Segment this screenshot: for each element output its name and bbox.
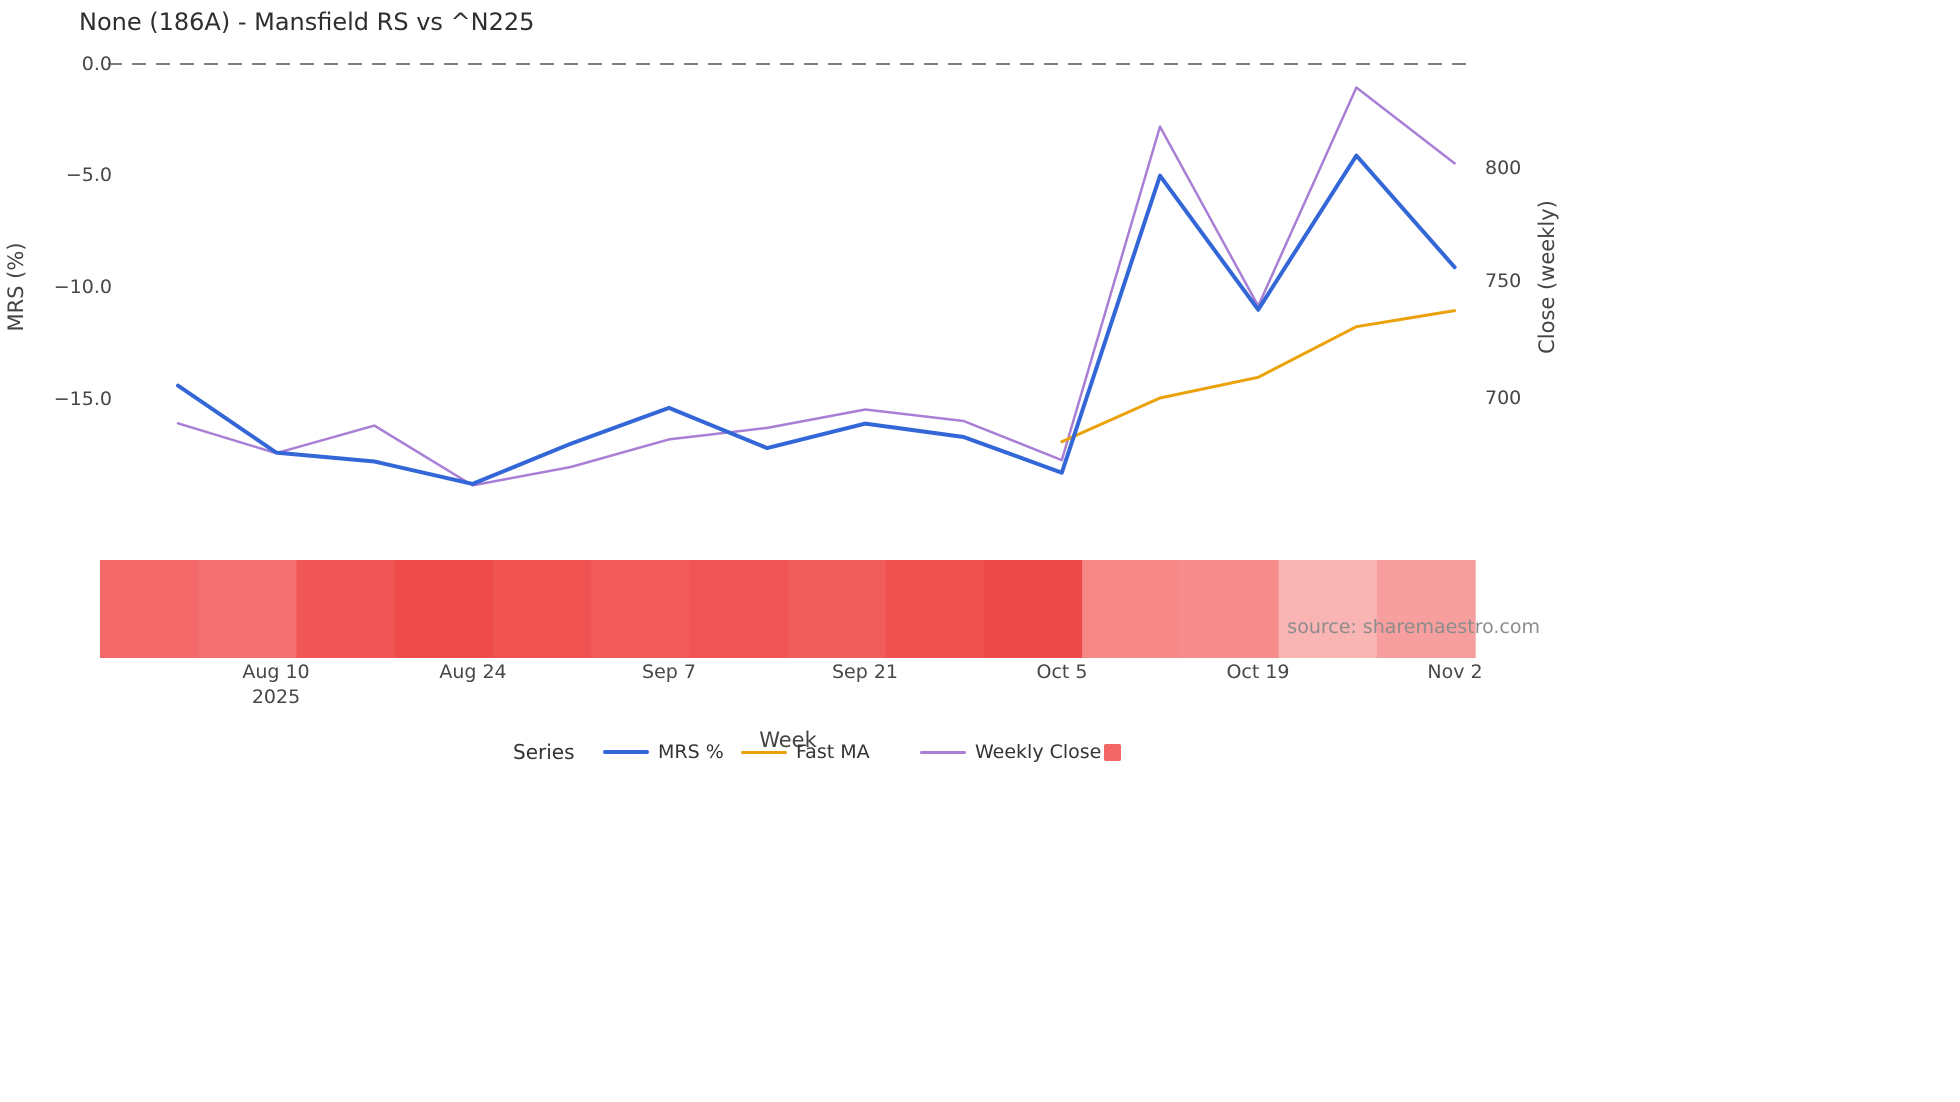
legend-item-weekly-close[interactable]: Weekly Close	[920, 741, 1101, 763]
heatmap-cell	[198, 560, 298, 658]
left-axis-tick: −5.0	[65, 164, 112, 186]
right-axis-tick: 700	[1485, 387, 1522, 409]
heatmap-cell	[100, 560, 199, 658]
source-annotation: source: sharemaestro.com	[1287, 616, 1540, 638]
legend-item-label: Weekly Close	[975, 741, 1102, 763]
x-axis-tick: Sep 21	[831, 661, 899, 683]
x-axis-tick: Aug 10	[242, 661, 310, 683]
x-axis-tick: Nov 2	[1427, 661, 1483, 683]
heatmap-cell	[1082, 560, 1181, 658]
heatmap-cell	[787, 560, 887, 658]
legend-title: Series	[513, 740, 575, 764]
heatmap-cell	[296, 560, 396, 658]
heatmap-cell	[1278, 560, 1378, 658]
right-axis-tick: 800	[1485, 157, 1522, 179]
heatmap-cell	[1180, 560, 1280, 658]
series-line-weekly-close	[176, 86, 1456, 487]
x-axis-tick: Sep 7	[642, 661, 696, 683]
chart-title: None (186A) - Mansfield RS vs ^N225	[79, 8, 535, 36]
left-axis-tick: 0.0	[81, 53, 112, 75]
heatmap-cell	[885, 560, 985, 658]
x-axis-tick: Oct 5	[1036, 661, 1088, 683]
mrs-line-swatch-icon	[603, 750, 649, 754]
heatmap-cell	[689, 560, 789, 658]
legend-heatmap-swatch	[1104, 743, 1121, 761]
legend-item-mrs[interactable]: MRS %	[603, 741, 724, 763]
heatmap-cell	[983, 560, 1083, 658]
legend-item-heatmap[interactable]	[1104, 741, 1121, 763]
x-axis-title: Week	[759, 728, 817, 752]
fast-ma-line-swatch-icon	[741, 750, 787, 754]
heatmap-cell	[591, 560, 690, 658]
weekly-close-line-swatch-icon	[920, 750, 966, 754]
legend-item-fast-ma[interactable]: Fast MA	[741, 741, 870, 763]
legend-item-label: MRS %	[658, 741, 724, 763]
heatmap-cell	[1376, 560, 1476, 658]
right-axis-tick: 750	[1485, 270, 1522, 292]
x-axis-year-label: 2025	[251, 686, 301, 708]
legend-item-label: Fast MA	[796, 741, 870, 763]
series-line-fast-ma	[1060, 309, 1457, 444]
series-line-mrs-	[176, 153, 1457, 486]
heatmap-cell	[394, 560, 494, 658]
left-axis-tick: −10.0	[53, 276, 112, 298]
heatmap-cell	[492, 560, 592, 658]
x-axis-tick: Oct 19	[1226, 661, 1290, 683]
x-axis-tick: Aug 24	[439, 661, 507, 683]
left-axis-tick: −15.0	[53, 388, 112, 410]
